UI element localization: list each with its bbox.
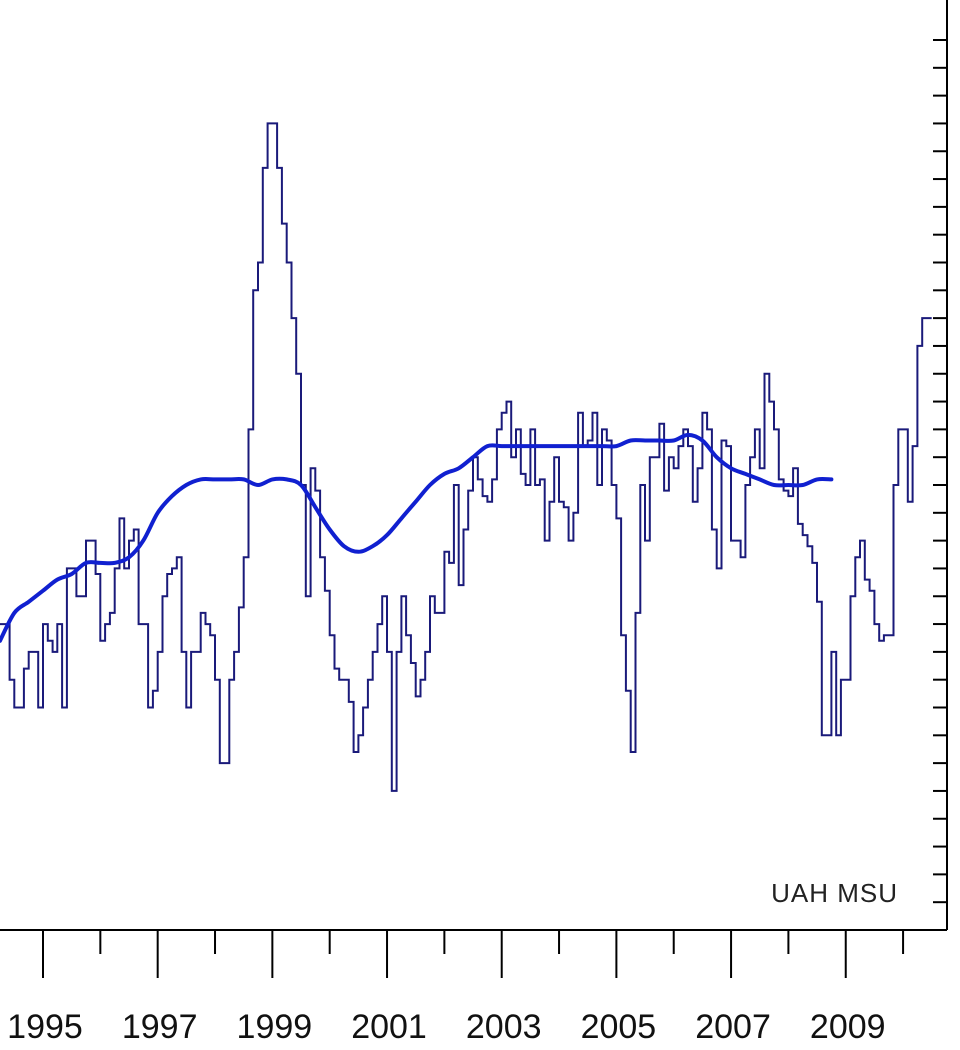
- x-tick-label: 2001: [351, 1008, 427, 1046]
- x-tick-label: 2007: [695, 1008, 771, 1046]
- x-tick-label: 2009: [810, 1008, 886, 1046]
- x-tick-label: 2003: [466, 1008, 542, 1046]
- tick-labels: 1995 1997 1999 2001 2003 2005 2007 2009: [7, 1008, 885, 1046]
- x-tick-label: 2005: [581, 1008, 657, 1046]
- axes: [0, 0, 948, 978]
- x-tick-label: 1999: [237, 1008, 313, 1046]
- x-tick-label: 1995: [7, 1008, 83, 1046]
- x-tick-label: 1997: [122, 1008, 198, 1046]
- series-layer: [0, 122, 932, 792]
- source-annotation: UAH MSU: [771, 878, 898, 908]
- running-mean-line: [0, 432, 834, 643]
- monthly-series-line: [0, 122, 932, 792]
